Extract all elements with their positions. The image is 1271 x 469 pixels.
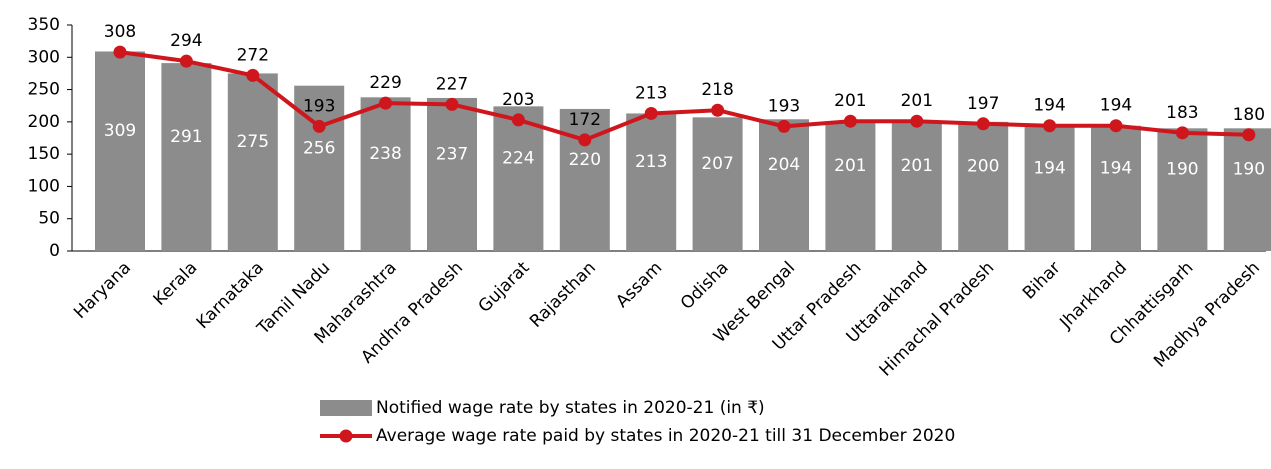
x-tick-label: Haryana <box>70 258 135 323</box>
line-value-label: 194 <box>1100 96 1132 116</box>
line-value-label: 308 <box>104 22 136 42</box>
line-value-label: 218 <box>701 80 733 100</box>
y-tick-label: 250 <box>28 80 60 100</box>
bar-value-label: 237 <box>436 144 468 164</box>
x-tick-label: Rajasthan <box>526 258 600 332</box>
bar <box>759 119 809 251</box>
bar-value-label: 194 <box>1033 158 1065 178</box>
bar-value-label: 224 <box>502 149 534 169</box>
bar-value-label: 201 <box>834 156 866 176</box>
bar <box>1091 125 1141 251</box>
bar <box>493 106 544 251</box>
y-tick-label: 200 <box>28 112 60 132</box>
bar-value-label: 207 <box>701 154 733 174</box>
line-marker <box>379 96 393 110</box>
line-value-label: 193 <box>303 96 335 116</box>
bar <box>360 97 411 251</box>
bar-value-label: 190 <box>1166 160 1198 180</box>
bar <box>692 117 743 251</box>
line-marker <box>1175 126 1189 140</box>
line-value-label: 172 <box>569 110 601 130</box>
line-marker <box>910 114 924 128</box>
bar <box>958 121 1009 251</box>
line-marker <box>644 106 658 120</box>
bar <box>161 63 212 252</box>
line-value-label: 180 <box>1233 105 1265 125</box>
line-value-label: 183 <box>1166 103 1198 123</box>
bar-value-label: 204 <box>768 155 800 175</box>
line-marker <box>1043 119 1057 133</box>
y-tick-label: 300 <box>28 47 60 67</box>
x-tick-label: Gujarat <box>475 258 534 317</box>
line-marker <box>246 68 260 82</box>
line-marker <box>578 133 592 147</box>
line-marker <box>1242 128 1256 142</box>
bar <box>825 121 876 251</box>
line-value-label: 294 <box>170 31 202 51</box>
bar <box>1223 128 1271 251</box>
line-marker <box>113 45 127 59</box>
line-marker <box>976 117 990 131</box>
line-value-label: 193 <box>768 96 800 116</box>
bar-value-label: 201 <box>901 156 933 176</box>
legend-swatch <box>320 400 372 416</box>
y-tick-label: 50 <box>38 209 60 229</box>
bar <box>559 108 610 251</box>
bar <box>227 73 278 251</box>
line <box>119 50 1249 142</box>
line-value-label: 194 <box>1033 96 1065 116</box>
bar-value-label: 220 <box>569 150 601 170</box>
bar <box>427 97 477 251</box>
line-marker <box>711 103 725 117</box>
x-tick-label: Kerala <box>150 258 202 310</box>
x-tick-label: Himachal Pradesh <box>876 258 999 381</box>
bar-value-label: 291 <box>170 127 202 147</box>
bar <box>95 51 145 251</box>
y-tick-label: 0 <box>49 241 60 261</box>
line-marker <box>777 119 791 133</box>
bar-value-label: 256 <box>303 138 335 158</box>
y-tick-label: 350 <box>28 15 60 35</box>
y-tick-label: 100 <box>28 176 60 196</box>
line-marker <box>1109 119 1123 133</box>
bar <box>1157 128 1208 251</box>
y-tick-label: 150 <box>28 144 60 164</box>
line-value-label: 201 <box>901 91 933 111</box>
legend-swatch <box>339 429 353 443</box>
x-tick-label: Assam <box>612 258 666 312</box>
line-value-label: 201 <box>834 91 866 111</box>
bar <box>891 121 942 251</box>
line-value-label: 272 <box>237 45 269 65</box>
line-marker <box>511 113 525 127</box>
bar-value-label: 190 <box>1233 160 1265 180</box>
legend-label: Average wage rate paid by states in 2020… <box>376 426 955 446</box>
bar-value-label: 309 <box>104 121 136 141</box>
line-value-label: 227 <box>436 74 468 94</box>
line-marker <box>445 97 459 111</box>
line-marker <box>312 119 326 133</box>
legend-label: Notified wage rate by states in 2020-21 … <box>376 398 765 418</box>
x-tick-label: Odisha <box>677 258 733 314</box>
bar-value-label: 238 <box>369 144 401 164</box>
bar-value-label: 275 <box>237 132 269 152</box>
line-marker <box>843 114 857 128</box>
bar-value-label: 200 <box>967 156 999 176</box>
bar <box>626 113 677 251</box>
line-value-label: 229 <box>369 73 401 93</box>
line-value-label: 203 <box>502 90 534 110</box>
bar-value-label: 194 <box>1100 158 1132 178</box>
line-value-label: 197 <box>967 94 999 114</box>
bar-value-label: 213 <box>635 152 667 172</box>
bar <box>1024 125 1075 251</box>
line-marker <box>179 54 193 68</box>
line-value-label: 213 <box>635 83 667 103</box>
x-tick-label: Bihar <box>1019 258 1065 304</box>
